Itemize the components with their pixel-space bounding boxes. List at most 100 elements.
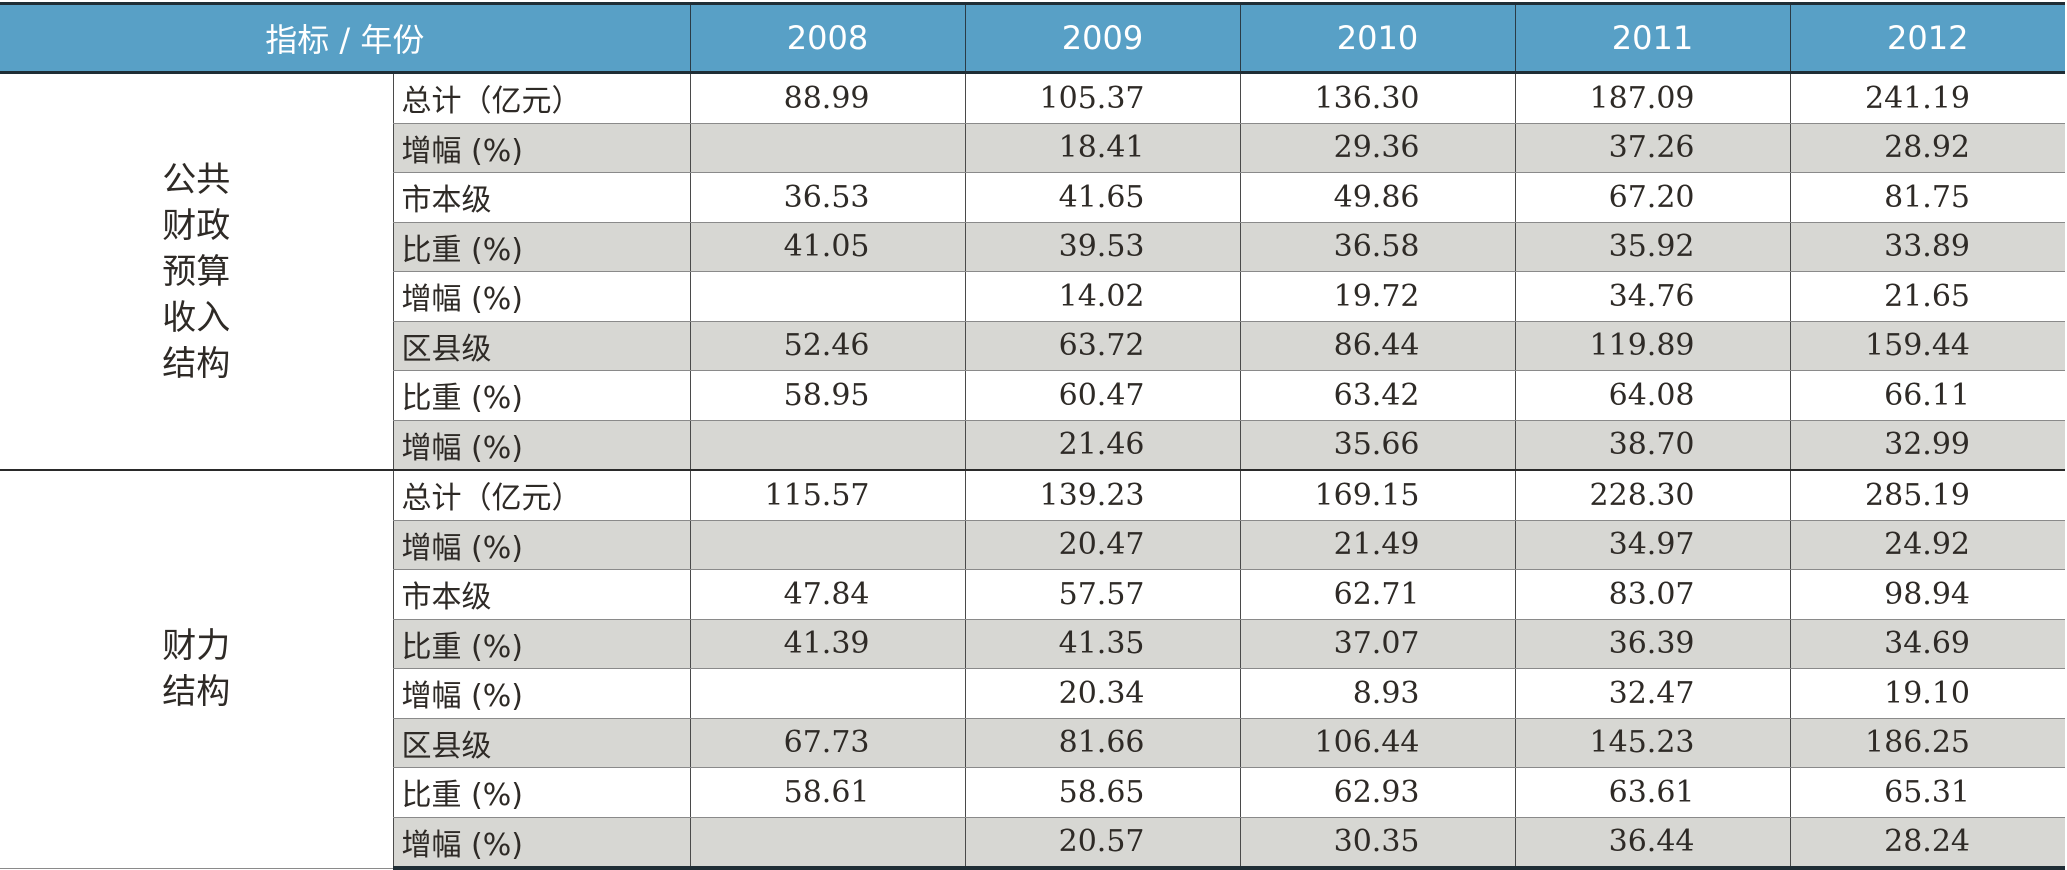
value-cell: 19.10: [1789, 668, 2066, 719]
value-cell: 41.05: [689, 222, 966, 272]
table-body: 公共 财政 预算 收入 结构 总计（亿元） 88.99 105.37 136.30 187.09 2…: [0, 72, 2066, 870]
value-cell: 58.65: [964, 767, 1241, 818]
table-row: 增幅 (%) 21.46 35.66 38.70 32.99: [0, 420, 2066, 471]
value-cell: 28.92: [1789, 123, 2066, 173]
table-row: 公共 财政 预算 收入 结构 总计（亿元） 88.99 105.37 136.30 187.09 2…: [0, 72, 2066, 471]
value-cell: 47.84: [689, 569, 966, 620]
table-row: 区县级 52.46 63.72 86.44 119.89 159.44: [0, 321, 2066, 371]
indicator-label-cell: 增幅 (%): [392, 668, 691, 719]
value-cell: 98.94: [1789, 569, 2066, 620]
value-cell: 65.31: [1789, 767, 2066, 818]
indicator-label-cell: 比重 (%): [392, 619, 691, 669]
value-cell: 35.92: [1514, 222, 1791, 272]
value-cell: 34.69: [1789, 619, 2066, 669]
value-cell: [689, 420, 966, 471]
value-cell: 32.99: [1789, 420, 2066, 471]
value-cell: 30.35: [1239, 817, 1516, 870]
corner-header-cell: 指标 / 年份: [0, 2, 691, 74]
value-cell: 145.23: [1514, 718, 1791, 768]
table-row: 比重 (%) 58.95 60.47 63.42 64.08 66.11: [0, 370, 2066, 421]
table-row: 比重 (%) 41.05 39.53 36.58 35.92 33.89: [0, 222, 2066, 272]
value-cell: 33.89: [1789, 222, 2066, 272]
table-row: 财力结构 总计（亿元） 115.57 139.23 169.15 228.30 285.19: [0, 469, 2066, 869]
value-cell: 28.24: [1789, 817, 2066, 870]
value-cell: 186.25: [1789, 718, 2066, 768]
value-cell: 37.07: [1239, 619, 1516, 669]
value-cell: 60.47: [964, 370, 1241, 421]
value-cell: 119.89: [1514, 321, 1791, 371]
value-cell: 86.44: [1239, 321, 1516, 371]
value-cell: 285.19: [1789, 469, 2066, 521]
value-cell: 36.39: [1514, 619, 1791, 669]
table-row: 比重 (%) 41.39 41.35 37.07 36.39 34.69: [0, 619, 2066, 669]
year-header-cell: 2012: [1789, 2, 2066, 74]
indicator-label-cell: 增幅 (%): [392, 123, 691, 173]
year-header-cell: 2011: [1514, 2, 1791, 74]
value-cell: 34.76: [1514, 271, 1791, 322]
value-cell: 38.70: [1514, 420, 1791, 471]
value-cell: 64.08: [1514, 370, 1791, 421]
year-header-cell: 2010: [1239, 2, 1516, 74]
group-label-line: 预算: [162, 251, 231, 292]
value-cell: 187.09: [1514, 72, 1791, 124]
value-cell: 34.97: [1514, 520, 1791, 570]
value-cell: [689, 271, 966, 322]
value-cell: 20.57: [964, 817, 1241, 870]
value-cell: 8.93: [1239, 668, 1516, 719]
table-row: 增幅 (%) 18.41 29.36 37.26 28.92: [0, 123, 2066, 173]
value-cell: 36.44: [1514, 817, 1791, 870]
value-cell: 62.71: [1239, 569, 1516, 620]
value-cell: 88.99: [689, 72, 966, 124]
value-cell: 41.65: [964, 172, 1241, 223]
value-cell: 63.72: [964, 321, 1241, 371]
indicator-label-cell: 总计（亿元）: [392, 469, 691, 521]
indicator-label-cell: 比重 (%): [392, 222, 691, 272]
group-label: 财力 结构: [162, 623, 230, 715]
group-label-line: 财力: [162, 626, 231, 667]
indicator-label-cell: 市本级: [392, 172, 691, 223]
value-cell: 52.46: [689, 321, 966, 371]
indicator-label-cell: 比重 (%): [392, 370, 691, 421]
table-row: 增幅 (%) 14.02 19.72 34.76 21.65: [0, 271, 2066, 322]
value-cell: 81.66: [964, 718, 1241, 768]
value-cell: 29.36: [1239, 123, 1516, 173]
group-label-cell: 财力 结构: [0, 469, 393, 869]
value-cell: 35.66: [1239, 420, 1516, 471]
value-cell: [689, 817, 966, 870]
value-cell: 106.44: [1239, 718, 1516, 768]
table-row: 增幅 (%) 20.57 30.35 36.44 28.24: [0, 817, 2066, 870]
value-cell: 115.57: [689, 469, 966, 521]
value-cell: 24.92: [1789, 520, 2066, 570]
value-cell: 62.93: [1239, 767, 1516, 818]
value-cell: 139.23: [964, 469, 1241, 521]
value-cell: 36.58: [1239, 222, 1516, 272]
table-row: 市本级 47.84 57.57 62.71 83.07 98.94: [0, 569, 2066, 620]
value-cell: 241.19: [1789, 72, 2066, 124]
value-cell: [689, 520, 966, 570]
value-cell: 169.15: [1239, 469, 1516, 521]
table-row: 市本级 36.53 41.65 49.86 67.20 81.75: [0, 172, 2066, 223]
group-label-line: 公共: [162, 159, 231, 200]
value-cell: [689, 668, 966, 719]
value-cell: 58.61: [689, 767, 966, 818]
value-cell: 228.30: [1514, 469, 1791, 521]
group-label: 公共 财政 预算 收入 结构: [162, 157, 230, 387]
value-cell: 49.86: [1239, 172, 1516, 223]
value-cell: 67.73: [689, 718, 966, 768]
table-row: 增幅 (%) 20.34 8.93 32.47 19.10: [0, 668, 2066, 719]
group-label-line: 结构: [162, 672, 231, 713]
table-row: 区县级 67.73 81.66 106.44 145.23 186.25: [0, 718, 2066, 768]
value-cell: 66.11: [1789, 370, 2066, 421]
group-label-line: 财政: [162, 205, 231, 246]
value-cell: 21.46: [964, 420, 1241, 471]
value-cell: 20.47: [964, 520, 1241, 570]
value-cell: 39.53: [964, 222, 1241, 272]
value-cell: [689, 123, 966, 173]
indicator-label-cell: 区县级: [392, 718, 691, 768]
value-cell: 81.75: [1789, 172, 2066, 223]
indicator-label-cell: 比重 (%): [392, 767, 691, 818]
table-header: 指标 / 年份 2008 2009 2010 2011 2012: [0, 2, 2066, 74]
indicator-label-cell: 增幅 (%): [392, 271, 691, 322]
